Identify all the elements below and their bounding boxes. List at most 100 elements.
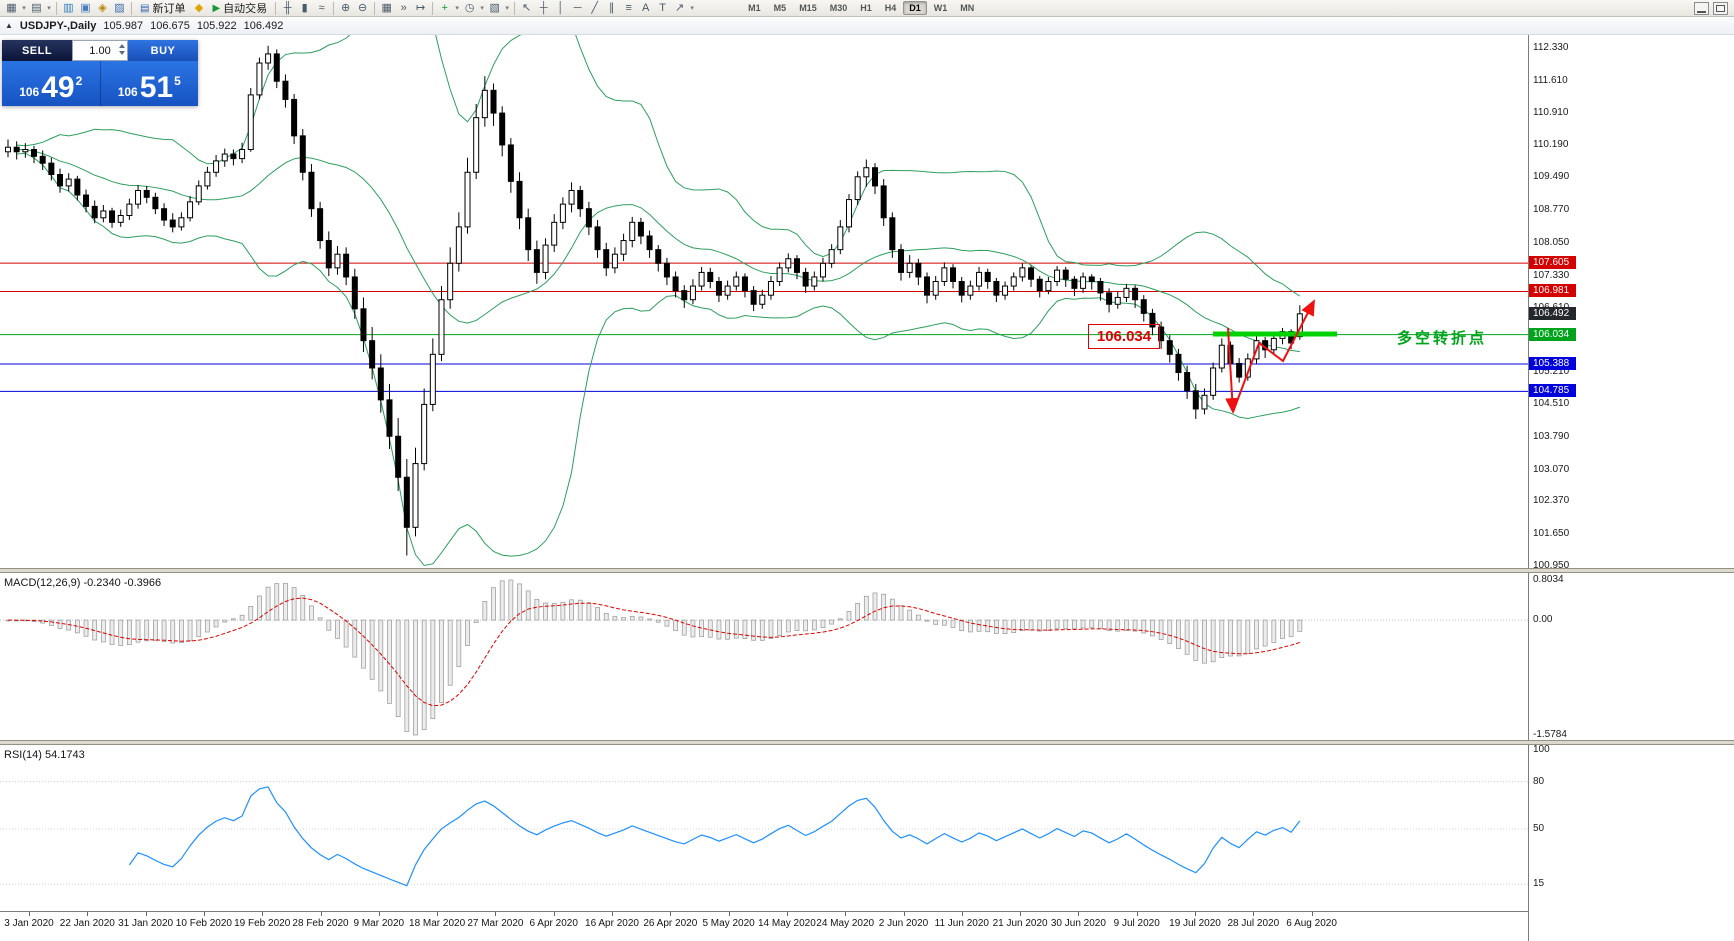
main-price-pane[interactable] bbox=[0, 0, 1528, 567]
zoom-in-icon[interactable]: ⊕ bbox=[341, 1, 351, 14]
macd-histogram-bar bbox=[820, 619, 826, 628]
line-chart-icon[interactable]: ≈ bbox=[318, 1, 325, 14]
buy-price-display[interactable]: 106 51 5 bbox=[101, 61, 199, 106]
volume-input[interactable]: 1.00 bbox=[72, 40, 128, 61]
sell-price-display[interactable]: 106 49 2 bbox=[2, 61, 101, 106]
macd-histogram-bar bbox=[395, 619, 401, 718]
metaeditor-icon[interactable]: ◆ bbox=[194, 1, 204, 14]
macd-histogram-bar bbox=[187, 619, 193, 641]
arrows-tool-icon[interactable]: ↗ bbox=[675, 1, 685, 14]
red-arrow-annotation-1[interactable] bbox=[1225, 327, 1240, 414]
rsi-tick-15: 15 bbox=[1533, 878, 1545, 890]
market-watch-icon[interactable]: ▥ bbox=[63, 1, 74, 14]
macd-histogram-bar bbox=[1297, 619, 1303, 632]
turning-point-annotation[interactable]: 多空转折点 bbox=[1397, 330, 1488, 347]
date-tick-mark bbox=[1020, 912, 1022, 916]
tile-windows-icon[interactable]: ▦ bbox=[381, 1, 392, 14]
chart-titlebar[interactable]: ▲ USDJPY-,Daily 105.987 106.675 105.922 … bbox=[0, 17, 1734, 35]
fibonacci-icon[interactable]: ≡ bbox=[625, 1, 632, 14]
candle-body bbox=[1218, 344, 1225, 369]
candle-body bbox=[1106, 292, 1113, 305]
spinner-down-icon[interactable] bbox=[119, 51, 125, 55]
macd-histogram-bar bbox=[1202, 619, 1207, 664]
price-axis[interactable]: 112.330 111.610 110.910 110.190 109.490 108.7… bbox=[1528, 17, 1734, 941]
timeframe-m1[interactable]: M1 bbox=[748, 3, 761, 13]
cursor-icon[interactable]: ↖ bbox=[522, 1, 532, 14]
new-chart-icon[interactable]: ▦ bbox=[6, 1, 17, 14]
date-tick-mark bbox=[145, 912, 147, 916]
date-label-6-Aug-2020: 6 Aug 2020 bbox=[1286, 918, 1337, 929]
macd-histogram-bar bbox=[725, 619, 730, 640]
timeframe-w1[interactable]: W1 bbox=[933, 3, 948, 13]
date-tick-mark bbox=[961, 912, 963, 916]
templates-icon[interactable]: ▧ bbox=[489, 1, 500, 14]
timeframe-d1[interactable]: D1 bbox=[903, 1, 927, 15]
text-label-icon[interactable]: A bbox=[641, 1, 650, 14]
periods-dropdown[interactable]: ▾ bbox=[480, 5, 484, 12]
timeframe-mn[interactable]: MN bbox=[960, 3, 975, 13]
date-tick-mark bbox=[378, 912, 380, 916]
templates-dropdown[interactable]: ▾ bbox=[505, 5, 509, 12]
trend-line-icon[interactable]: ╱ bbox=[591, 1, 598, 14]
red-arrow-annotation-2[interactable] bbox=[1232, 299, 1315, 413]
zoom-out-icon[interactable]: ⊖ bbox=[358, 1, 368, 14]
timeframe-m5[interactable]: M5 bbox=[773, 3, 787, 13]
rsi-tick-80: 80 bbox=[1533, 775, 1545, 787]
candle-body bbox=[317, 208, 324, 242]
profiles-icon[interactable]: ▤ bbox=[31, 1, 42, 14]
indicators-icon[interactable]: + bbox=[441, 1, 448, 14]
bar-chart-icon[interactable]: ╫ bbox=[283, 1, 292, 14]
buy-button[interactable]: BUY bbox=[128, 40, 198, 61]
restore-icon[interactable] bbox=[1713, 1, 1728, 15]
auto-scroll-icon[interactable]: » bbox=[400, 1, 407, 14]
rsi-panel-separator[interactable] bbox=[0, 740, 1734, 745]
macd-histogram-bar bbox=[274, 583, 280, 621]
candle-body bbox=[1036, 278, 1043, 292]
rsi-pane[interactable] bbox=[0, 781, 1528, 887]
horizontal-line-icon[interactable]: ─ bbox=[573, 1, 582, 14]
candle-body bbox=[1019, 267, 1026, 278]
new-order-button[interactable]: ▤ 新订单 bbox=[135, 1, 190, 16]
new-chart-dropdown[interactable]: ▾ bbox=[22, 5, 26, 12]
navigator-icon[interactable]: ◈ bbox=[98, 1, 107, 14]
timeframe-h1[interactable]: H1 bbox=[860, 3, 872, 13]
price-annotation-box[interactable]: 106.034 bbox=[1088, 324, 1160, 349]
text-tool-icon[interactable]: T bbox=[659, 1, 667, 14]
macd-histogram-bar bbox=[135, 619, 141, 643]
timeframe-m15[interactable]: M15 bbox=[799, 3, 817, 13]
macd-histogram-bar bbox=[664, 619, 670, 627]
window-controls bbox=[1694, 1, 1728, 15]
macd-histogram-bar bbox=[863, 595, 869, 621]
candle-body bbox=[872, 167, 878, 187]
sell-button[interactable]: SELL bbox=[2, 40, 72, 61]
spinner-up-icon[interactable] bbox=[119, 44, 125, 48]
autotrade-button[interactable]: ▶ 自动交易 bbox=[207, 1, 272, 16]
terminal-icon[interactable]: ▨ bbox=[114, 1, 125, 14]
volume-spinner[interactable] bbox=[119, 44, 125, 55]
data-window-icon[interactable]: ▣ bbox=[80, 1, 91, 14]
time-axis[interactable]: 3 Jan 2020 22 Jan 2020 31 Jan 2020 10 Feb 2… bbox=[0, 911, 1528, 941]
macd-pane[interactable] bbox=[0, 579, 1528, 736]
channel-icon[interactable]: ∥ bbox=[608, 1, 615, 14]
candle-body bbox=[325, 240, 332, 269]
vertical-line-icon[interactable]: │ bbox=[557, 1, 565, 14]
indicators-dropdown[interactable]: ▾ bbox=[455, 5, 459, 12]
candle-body bbox=[438, 299, 445, 355]
periods-icon[interactable]: ◷ bbox=[464, 1, 475, 14]
arrows-dropdown[interactable]: ▾ bbox=[690, 5, 694, 12]
macd-histogram-bar bbox=[231, 618, 236, 621]
profiles-dropdown[interactable]: ▾ bbox=[47, 5, 51, 12]
crosshair-icon[interactable]: ┼ bbox=[539, 1, 548, 14]
candle-body bbox=[1184, 372, 1191, 392]
candle-body bbox=[65, 178, 72, 187]
timeframe-h4[interactable]: H4 bbox=[884, 3, 897, 13]
date-label-31-Jan-2020: 31 Jan 2020 bbox=[118, 918, 174, 929]
timeframe-m30[interactable]: M30 bbox=[829, 3, 848, 13]
candle-chart-icon[interactable]: ▮ bbox=[301, 1, 308, 14]
minimize-icon[interactable] bbox=[1694, 1, 1709, 15]
price-tick-108.770: 108.770 bbox=[1533, 204, 1570, 216]
macd-panel-separator[interactable] bbox=[0, 568, 1734, 573]
chart-shift-icon[interactable]: ↦ bbox=[416, 1, 426, 14]
timeframe-toolbar: M1 M5 M15 M30 H1 H4 D1 W1 MN bbox=[742, 1, 980, 15]
